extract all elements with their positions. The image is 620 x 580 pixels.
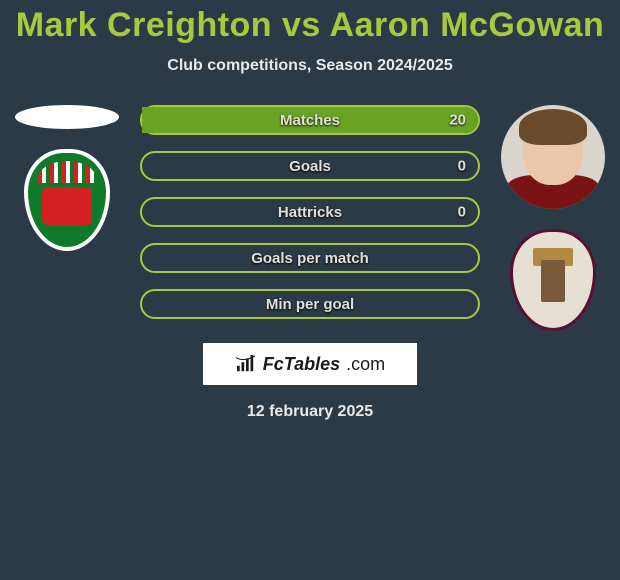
stat-label: Goals per match — [251, 250, 369, 267]
brand-name: FcTables — [263, 354, 340, 375]
bar-chart-icon — [235, 355, 257, 373]
stat-bars: Matches 20 Goals 0 Hattricks 0 Goals per match… — [140, 105, 480, 319]
comparison-date: 12 february 2025 — [0, 403, 620, 421]
stat-bar: Goals 0 — [140, 151, 480, 181]
brand-badge: FcTables .com — [203, 343, 417, 385]
stat-label: Goals — [289, 158, 331, 175]
stat-label: Min per goal — [266, 296, 354, 313]
brand-suffix: .com — [346, 354, 385, 375]
left-player-column — [8, 105, 126, 251]
right-player-column — [494, 105, 612, 331]
stat-value-right: 0 — [458, 204, 466, 221]
player-left-avatar — [15, 105, 119, 129]
stat-label: Matches — [280, 112, 340, 129]
stat-value-right: 0 — [458, 158, 466, 175]
player-right-club-badge — [510, 229, 596, 331]
stat-value-right: 20 — [449, 112, 466, 129]
stat-bar: Goals per match — [140, 243, 480, 273]
player-right-shirt — [507, 175, 599, 209]
player-left-club-badge — [24, 149, 110, 251]
stat-bar: Matches 20 — [140, 105, 480, 135]
stat-bar: Hattricks 0 — [140, 197, 480, 227]
stat-label: Hattricks — [278, 204, 342, 221]
stat-bar: Min per goal — [140, 289, 480, 319]
page-title: Mark Creighton vs Aaron McGowan — [0, 0, 620, 45]
player-right-avatar — [501, 105, 605, 209]
comparison-content: Matches 20 Goals 0 Hattricks 0 Goals per match… — [0, 105, 620, 319]
subtitle: Club competitions, Season 2024/2025 — [0, 57, 620, 75]
